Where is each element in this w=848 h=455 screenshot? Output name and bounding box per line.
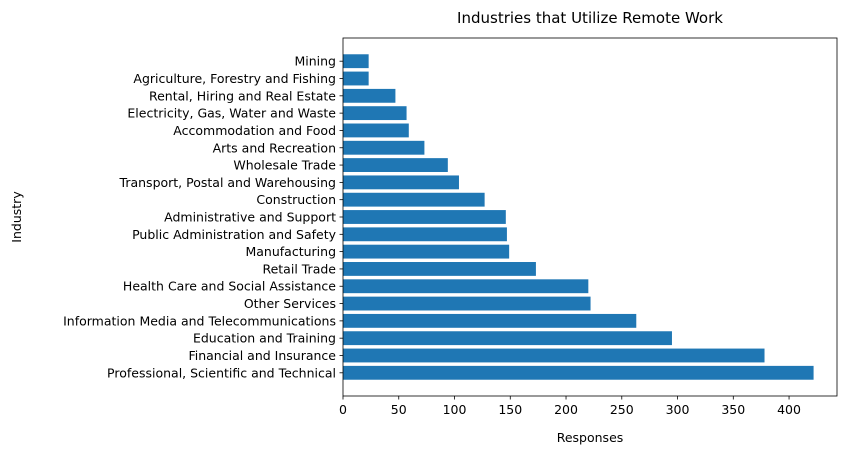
bar	[343, 88, 396, 103]
y-tick-label: Arts and Recreation	[213, 140, 336, 155]
bar	[343, 71, 369, 86]
bar	[343, 244, 510, 259]
bar	[343, 192, 485, 207]
y-tick-label: Accommodation and Food	[173, 123, 336, 138]
x-tick-label: 150	[498, 402, 522, 417]
y-tick-label: Financial and Insurance	[188, 348, 336, 363]
bar	[343, 227, 507, 242]
y-tick-label: Administrative and Support	[164, 210, 336, 225]
y-tick-label: Education and Training	[193, 331, 336, 346]
plot-frame	[342, 37, 838, 397]
y-tick-label: Mining	[294, 54, 336, 69]
y-tick-label: Retail Trade	[262, 261, 336, 276]
bar	[343, 279, 589, 294]
y-tick-label: Wholesale Trade	[233, 158, 336, 173]
y-tick-label: Construction	[256, 192, 336, 207]
y-tick-label: Electricity, Gas, Water and Waste	[127, 106, 336, 121]
y-tick-label: Information Media and Telecommunications	[63, 313, 336, 328]
x-tick-label: 0	[339, 402, 347, 417]
bar	[343, 296, 591, 311]
bars-group	[343, 54, 814, 380]
y-tick-label: Rental, Hiring and Real Estate	[149, 88, 336, 103]
x-tick-label: 50	[391, 402, 407, 417]
bar	[343, 123, 409, 138]
bar	[343, 54, 369, 69]
y-axis-label: Industry	[9, 191, 24, 243]
bar	[343, 106, 407, 121]
bar	[343, 210, 506, 224]
x-axis-label: Responses	[557, 430, 624, 445]
y-tick-label: Manufacturing	[245, 244, 336, 259]
y-tick-label: Transport, Postal and Warehousing	[119, 175, 336, 190]
x-tick-label: 350	[721, 402, 745, 417]
y-tick-label: Other Services	[244, 296, 336, 311]
x-tick-label: 100	[443, 402, 467, 417]
chart-title: Industries that Utilize Remote Work	[457, 9, 723, 27]
x-tick-label: 200	[554, 402, 578, 417]
bar	[343, 331, 672, 346]
bar	[343, 262, 536, 276]
x-ticks-group: 0 50 100 150 200 250 300 350 400	[339, 396, 801, 417]
bar	[343, 365, 814, 380]
bar	[343, 158, 448, 172]
y-ticks-group: Professional, Scientific and Technical Fi…	[63, 54, 343, 380]
y-tick-label: Professional, Scientific and Technical	[107, 365, 336, 380]
bar	[343, 175, 459, 190]
y-tick-label: Agriculture, Forestry and Fishing	[133, 71, 336, 86]
x-tick-label: 250	[610, 402, 634, 417]
bar	[343, 313, 637, 328]
y-tick-label: Public Administration and Safety	[132, 227, 336, 242]
bar	[343, 348, 765, 363]
y-tick-label: Health Care and Social Assistance	[123, 279, 336, 294]
bar	[343, 140, 425, 155]
x-tick-label: 400	[777, 402, 801, 417]
x-tick-label: 300	[666, 402, 690, 417]
